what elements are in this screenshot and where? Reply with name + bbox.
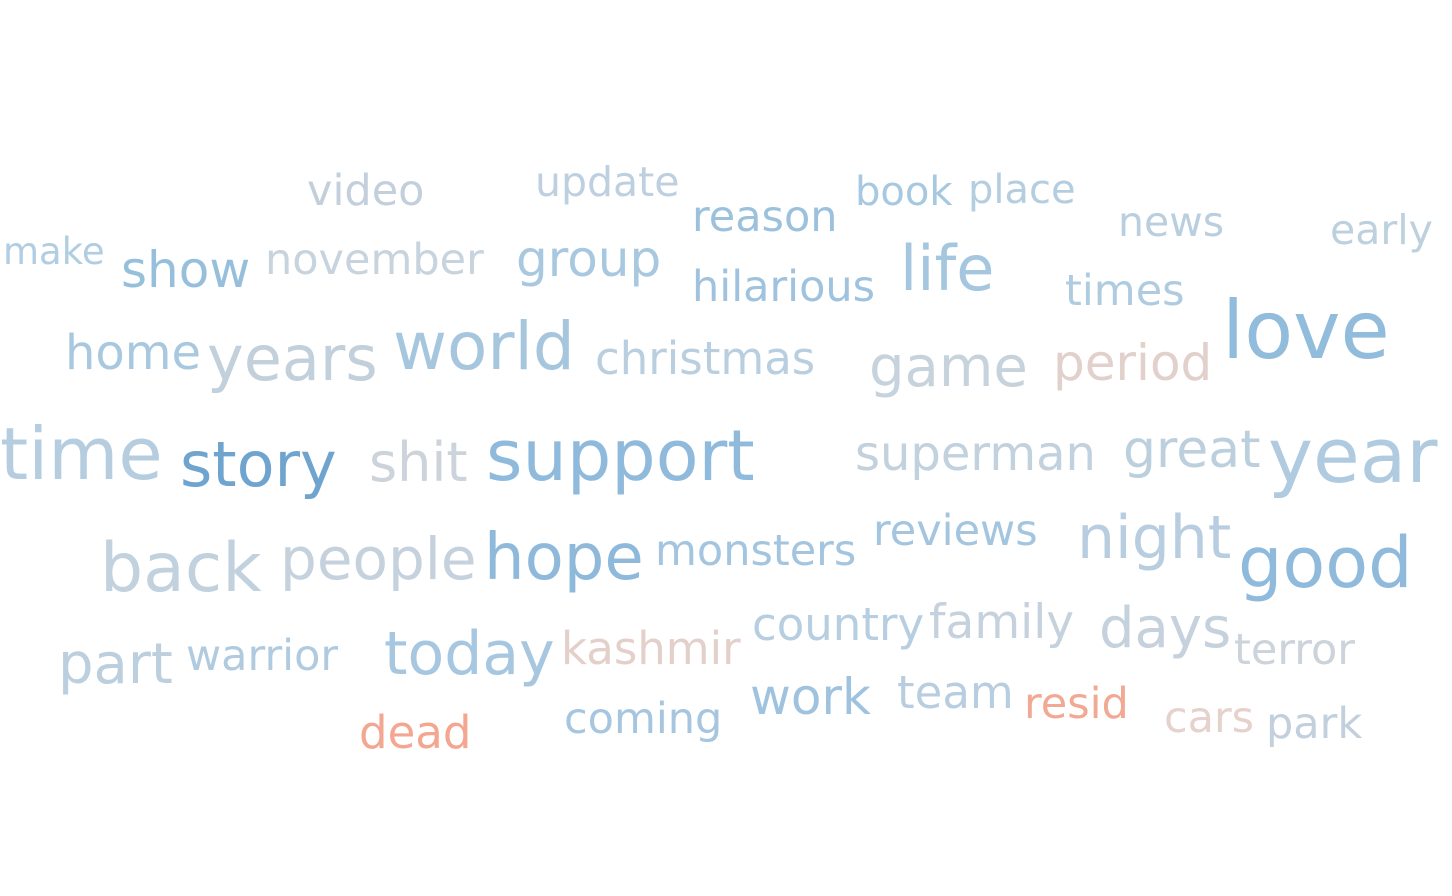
word-game: game — [869, 335, 1028, 400]
word-warrior: warrior — [186, 631, 339, 681]
word-family: family — [929, 595, 1075, 650]
word-coming: coming — [564, 694, 723, 744]
word-early: early — [1330, 206, 1433, 254]
word-make: make — [3, 230, 105, 273]
word-part: part — [58, 632, 173, 697]
word-home: home — [65, 325, 202, 381]
word-superman: superman — [855, 426, 1096, 482]
word-dead: dead — [359, 706, 472, 759]
word-christmas: christmas — [595, 332, 816, 385]
word-good: good — [1238, 522, 1413, 604]
word-update: update — [535, 158, 680, 206]
word-country: country — [752, 598, 925, 651]
word-place: place — [968, 167, 1076, 213]
word-year: year — [1268, 411, 1438, 500]
word-reason: reason — [692, 192, 838, 242]
word-world: world — [393, 308, 575, 385]
word-kashmir: kashmir — [561, 622, 741, 675]
word-terror: terror — [1234, 625, 1355, 675]
word-monsters: monsters — [655, 526, 857, 576]
word-news: news — [1118, 198, 1225, 246]
word-hope: hope — [484, 521, 644, 595]
word-hilarious: hilarious — [692, 262, 876, 312]
word-back: back — [100, 529, 262, 608]
word-work: work — [750, 668, 871, 726]
word-days: days — [1099, 596, 1232, 661]
word-team: team — [897, 666, 1014, 719]
word-life: life — [900, 232, 995, 305]
word-today: today — [384, 619, 555, 689]
word-period: period — [1053, 334, 1213, 392]
word-night: night — [1077, 503, 1232, 573]
word-video: video — [307, 166, 425, 216]
word-park: park — [1266, 699, 1363, 749]
word-time: time — [0, 412, 163, 496]
word-people: people — [280, 525, 477, 593]
word-show: show — [121, 241, 251, 299]
word-years: years — [207, 322, 378, 395]
word-great: great — [1123, 420, 1261, 480]
word-november: november — [265, 235, 484, 285]
word-cars: cars — [1164, 693, 1255, 743]
word-story: story — [180, 428, 337, 501]
word-book: book — [855, 169, 953, 215]
word-reviews: reviews — [873, 506, 1038, 556]
word-resid: resid — [1024, 679, 1129, 729]
word-times: times — [1065, 266, 1185, 316]
word-support: support — [486, 415, 755, 497]
word-love: love — [1222, 284, 1390, 377]
word-shit: shit — [369, 431, 468, 494]
word-group: group — [516, 230, 662, 288]
